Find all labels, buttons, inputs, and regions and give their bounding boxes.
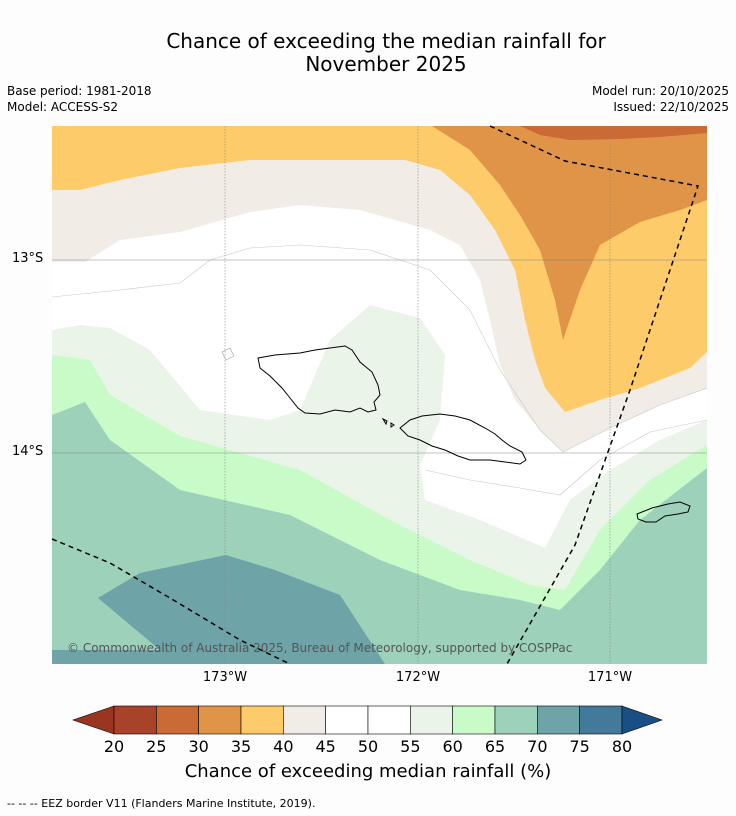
model-name: Model: ACCESS-S2 (7, 100, 119, 114)
upolu-island (399, 413, 527, 465)
copyright-note: © Commonwealth of Australia 2025, Bureau… (67, 641, 573, 655)
title-line-1: Chance of exceeding the median rainfall … (166, 29, 606, 53)
eez-border-east (489, 125, 699, 665)
colorbar-segment (113, 705, 157, 735)
colorbar-segment (452, 705, 496, 735)
eez-border (51, 125, 699, 665)
colorbar-segment (494, 705, 538, 735)
colorbar-segment (367, 705, 411, 735)
colorbar-title: Chance of exceeding median rainfall (%) (184, 761, 552, 782)
colorbar-tick-label: 45 (315, 737, 336, 756)
meta-left: Base period: 1981-2018 Model: ACCESS-S2 (7, 83, 152, 115)
lat-label-13s: 13°S (12, 251, 44, 266)
colorbar-segment (325, 705, 369, 735)
colorbar-segment (410, 705, 453, 735)
colorbar-segment (198, 705, 242, 735)
apolima-manono-islands (381, 417, 395, 428)
colorbar-segment (240, 705, 284, 735)
colorbar (72, 705, 663, 735)
colorbar-tick-label: 70 (527, 737, 548, 756)
colorbar-tick-label: 60 (442, 737, 463, 756)
gridlines (52, 126, 707, 664)
colorbar-tick-label: 20 (103, 737, 125, 756)
meta-right: Model run: 20/10/2025 Issued: 22/10/2025 (592, 83, 729, 115)
colorbar-segment (579, 705, 623, 735)
tutuila-island (636, 501, 691, 523)
colorbar-over-arrow (621, 705, 663, 735)
base-period: Base period: 1981-2018 (7, 84, 152, 98)
contour-line-45 (52, 244, 707, 453)
coastlines (221, 345, 691, 523)
lon-label-171w: 171°W (587, 670, 633, 685)
colorbar-segment (537, 705, 580, 735)
fill-30-35 (432, 126, 707, 340)
title-line-2: November 2025 (305, 52, 467, 76)
contour-fills (52, 126, 707, 664)
colorbar-tick-label: 65 (484, 737, 506, 756)
colorbar-segment (156, 705, 199, 735)
lon-label-172w: 172°W (395, 670, 441, 685)
savaii-island (257, 345, 381, 415)
colorbar-segment (283, 705, 326, 735)
colorbar-tick-label: 75 (569, 737, 590, 756)
contour-line-50 (424, 419, 707, 496)
colorbar-tick-label: 50 (357, 737, 379, 756)
fill-25-30 (520, 126, 707, 140)
eez-footnote: -- -- -- EEZ border V11 (Flanders Marine… (7, 797, 316, 810)
lon-label-173w: 173°W (202, 670, 248, 685)
colorbar-tick-label: 25 (146, 737, 167, 756)
rose-atoll-outline (221, 347, 235, 361)
colorbar-tick-label: 30 (188, 737, 209, 756)
colorbar-tick-label: 55 (400, 737, 421, 756)
fill-70-75-west (52, 555, 385, 664)
model-run: Model run: 20/10/2025 (591, 84, 729, 98)
colorbar-tick-label: 80 (611, 737, 633, 756)
colorbar-tick-label: 40 (273, 737, 294, 756)
issued-date: Issued: 22/10/2025 (613, 100, 729, 114)
colorbar-under-arrow (72, 705, 115, 735)
map-title: Chance of exceeding the median rainfall … (0, 30, 736, 76)
lat-label-14s: 14°S (12, 444, 44, 459)
colorbar-tick-label: 35 (230, 737, 252, 756)
